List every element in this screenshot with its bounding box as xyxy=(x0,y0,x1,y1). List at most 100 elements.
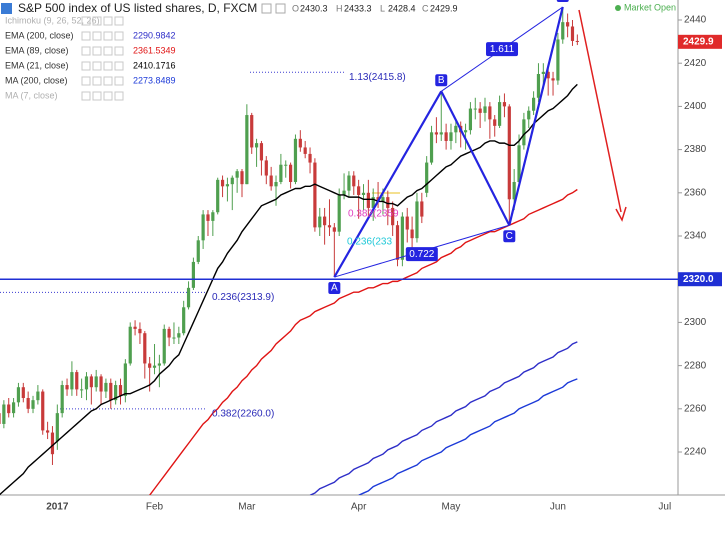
candle-body xyxy=(182,307,186,334)
candle-body xyxy=(211,212,215,221)
candle-body xyxy=(167,328,171,338)
candle-body xyxy=(230,177,234,185)
candle-body xyxy=(391,207,395,226)
candle-body xyxy=(332,227,336,232)
candle-body xyxy=(532,97,536,111)
candle-body xyxy=(65,385,69,390)
x-tick-label: 2017 xyxy=(46,502,69,513)
legend-icon[interactable] xyxy=(103,46,113,56)
candle-body xyxy=(269,175,273,187)
candle-body xyxy=(497,102,502,126)
legend-name: EMA (200, close) xyxy=(5,30,74,40)
legend-icon[interactable] xyxy=(103,16,113,26)
candle-body xyxy=(75,372,79,390)
legend-name: EMA (21, close) xyxy=(5,60,69,70)
candle-body xyxy=(522,119,526,146)
legend-icon[interactable] xyxy=(103,76,113,86)
candle-body xyxy=(405,216,409,230)
legend-icon[interactable] xyxy=(103,61,113,71)
candle-body xyxy=(114,385,118,401)
legend-icon[interactable] xyxy=(92,31,102,41)
legend-icon[interactable] xyxy=(114,31,124,41)
candle-body xyxy=(104,382,108,392)
x-tick-label: Apr xyxy=(351,502,367,513)
ohlc-value: 2433.3 xyxy=(344,3,372,13)
candle-body xyxy=(342,190,346,195)
candle-body xyxy=(60,385,64,414)
candle-body xyxy=(11,402,16,414)
candle-body xyxy=(327,225,332,228)
candle-body xyxy=(16,387,21,403)
legend-icon[interactable] xyxy=(103,31,113,41)
legend-icon[interactable] xyxy=(81,61,91,71)
legend-icon[interactable] xyxy=(92,61,102,71)
candle-body xyxy=(536,74,541,98)
candle-body xyxy=(50,432,55,455)
legend-icon[interactable] xyxy=(92,91,102,101)
candle-body xyxy=(395,225,400,260)
candle-body xyxy=(152,365,157,368)
candle-body xyxy=(502,102,507,107)
title-icon[interactable] xyxy=(275,3,286,14)
legend-icon[interactable] xyxy=(81,91,91,101)
candle-body xyxy=(483,106,487,113)
x-tick-label: Jun xyxy=(550,502,566,513)
candle-body xyxy=(468,108,473,131)
y-tick-label: 2420 xyxy=(684,58,707,69)
title-icon[interactable] xyxy=(261,3,272,14)
ohlc-label: L xyxy=(380,3,385,13)
candle-body xyxy=(575,40,579,42)
symbol-logo[interactable] xyxy=(1,3,12,14)
legend-icon[interactable] xyxy=(114,46,124,56)
candle-body xyxy=(420,201,424,217)
candle-body xyxy=(425,162,429,193)
candle-body xyxy=(570,26,575,41)
legend-icon[interactable] xyxy=(92,46,102,56)
candle-body xyxy=(439,132,443,135)
legend-icon[interactable] xyxy=(103,91,113,101)
legend-icon[interactable] xyxy=(114,76,124,86)
legend-icon[interactable] xyxy=(92,16,102,26)
candle-body xyxy=(143,333,147,364)
legend-icon[interactable] xyxy=(81,46,91,56)
candle-body xyxy=(308,153,312,163)
legend-icon[interactable] xyxy=(81,16,91,26)
legend-icon[interactable] xyxy=(114,16,124,26)
pattern-ratio-box xyxy=(405,247,438,262)
x-tick-label: May xyxy=(442,502,461,513)
forecast-arrow xyxy=(578,9,622,213)
market-status: Market Open xyxy=(624,2,676,12)
legend-icon[interactable] xyxy=(114,61,124,71)
legend-icon[interactable] xyxy=(92,76,102,86)
candle-body xyxy=(225,184,230,187)
candle-body xyxy=(84,376,89,390)
candle-body xyxy=(0,413,1,424)
candle-body xyxy=(7,404,11,414)
candle-body xyxy=(240,171,244,185)
candle-body xyxy=(259,143,264,161)
legend-name: Ichimoku (9, 26, 52, 26) xyxy=(5,15,100,25)
ohlc-value: 2428.4 xyxy=(388,3,416,13)
legend-icon[interactable] xyxy=(81,31,91,41)
candle-body xyxy=(133,326,137,329)
legend-icon[interactable] xyxy=(81,76,91,86)
legend-value: 2290.9842 xyxy=(133,30,176,40)
y-tick-label: 2360 xyxy=(684,187,707,198)
ohlc-label: C xyxy=(422,3,429,13)
legend-name: EMA (89, close) xyxy=(5,45,69,55)
candle-body xyxy=(410,229,414,239)
fib-label: 0.236(2313.9) xyxy=(212,292,274,303)
hline-price-label: 2320.0 xyxy=(683,274,714,285)
candle-body xyxy=(191,261,195,288)
candle-body xyxy=(347,175,351,191)
candle-body xyxy=(293,138,298,183)
candle-body xyxy=(551,78,555,81)
candle-body xyxy=(381,197,385,202)
candle-body xyxy=(80,389,84,391)
overlay: S&P 500 index of US listed shares, D, FX… xyxy=(0,0,722,513)
candle-body xyxy=(444,132,448,141)
legend-icon[interactable] xyxy=(114,91,124,101)
pattern-point-box xyxy=(435,74,448,87)
